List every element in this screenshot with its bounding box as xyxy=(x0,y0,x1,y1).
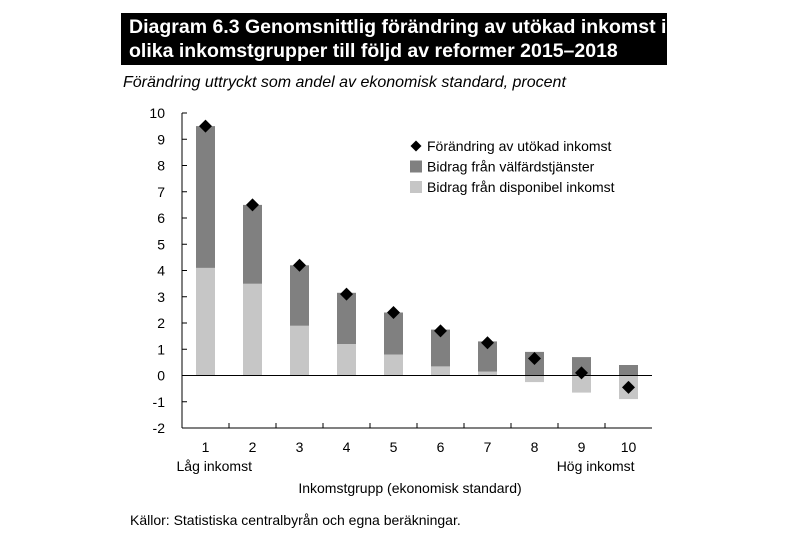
x-tick-label: 7 xyxy=(484,439,492,455)
bar-valfard-6 xyxy=(431,329,450,367)
x-tick-label: 6 xyxy=(437,439,445,455)
y-tick-label: 6 xyxy=(157,210,165,226)
legend-swatch xyxy=(410,181,422,193)
bar-valfard-9 xyxy=(572,357,591,376)
chart-title-line-1: Diagram 6.3 Genomsnittlig förändring av … xyxy=(129,16,667,38)
bar-disponibel-9 xyxy=(572,375,591,393)
bar-valfard-3 xyxy=(290,265,309,326)
legend-marker-symbol xyxy=(410,140,422,152)
x-tick-label: 9 xyxy=(578,439,586,455)
x-tick-label: 3 xyxy=(296,439,304,455)
bar-valfard-10 xyxy=(619,365,638,376)
x-tick-label: 8 xyxy=(531,439,539,455)
y-tick-label: 5 xyxy=(157,236,165,252)
marker-8 xyxy=(528,351,541,365)
legend-label: Förändring av utökad inkomst xyxy=(427,138,612,154)
y-tick-label: 8 xyxy=(157,158,165,174)
marker-6 xyxy=(434,324,447,338)
y-tick-label: 10 xyxy=(149,105,165,121)
x-tick-label: 1 xyxy=(202,439,210,455)
legend-swatch xyxy=(410,160,422,173)
chart-title: Diagram 6.3 Genomsnittlig förändring av … xyxy=(121,13,667,65)
x-tick-label: 10 xyxy=(621,439,637,455)
y-tick-label: 1 xyxy=(157,341,165,357)
bar-valfard-4 xyxy=(337,292,356,344)
marker-5 xyxy=(387,306,400,319)
y-tick-label: -1 xyxy=(153,394,166,410)
marker-1 xyxy=(199,119,212,133)
bar-disponibel-3 xyxy=(290,325,309,376)
y-tick-label: 3 xyxy=(157,289,165,305)
bar-disponibel-1 xyxy=(196,267,215,376)
x-tick-label: 5 xyxy=(390,439,398,455)
source-note: Källor: Statistiska centralbyrån och egn… xyxy=(130,512,461,528)
bar-disponibel-4 xyxy=(337,344,356,376)
legend-label: Bidrag från välfärdstjänster xyxy=(427,159,595,175)
low-income-note: Låg inkomst xyxy=(177,458,253,474)
high-income-note: Hög inkomst xyxy=(557,458,635,474)
bar-disponibel-2 xyxy=(243,283,262,376)
y-tick-label: -2 xyxy=(153,420,166,436)
marker-10 xyxy=(622,380,635,394)
marker-4 xyxy=(340,287,353,301)
bar-valfard-2 xyxy=(243,204,262,284)
y-tick-label: 7 xyxy=(157,184,165,200)
bar-disponibel-5 xyxy=(384,354,403,376)
y-tick-label: 9 xyxy=(157,131,165,147)
bar-disponibel-6 xyxy=(431,366,450,376)
marker-3 xyxy=(293,258,306,272)
chart-subtitle: Förändring uttryckt som andel av ekonomi… xyxy=(123,74,566,91)
bar-valfard-5 xyxy=(384,312,403,355)
x-axis-label: Inkomstgrupp (ekonomisk standard) xyxy=(298,480,521,496)
bar-valfard-7 xyxy=(478,341,497,372)
bar-valfard-1 xyxy=(196,126,215,268)
chart-title-line-2: olika inkomstgrupper till följd av refor… xyxy=(129,40,618,62)
marker-7 xyxy=(481,336,494,350)
y-tick-label: 4 xyxy=(157,263,165,279)
marker-9 xyxy=(575,366,588,380)
bar-disponibel-7 xyxy=(478,371,497,376)
x-tick-label: 4 xyxy=(343,439,351,455)
legend-label: Bidrag från disponibel inkomst xyxy=(427,179,615,195)
y-tick-label: 2 xyxy=(157,315,165,331)
marker-2 xyxy=(246,198,259,212)
bar-disponibel-8 xyxy=(525,375,544,383)
y-tick-label: 0 xyxy=(157,368,165,384)
x-tick-label: 2 xyxy=(249,439,257,455)
